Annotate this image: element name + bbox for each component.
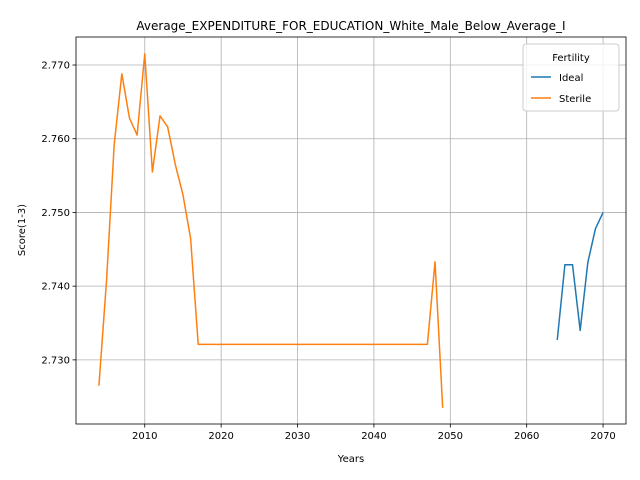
x-tick-label: 2040 <box>361 431 386 442</box>
x-tick-label: 2010 <box>132 431 157 442</box>
legend-label-sterile: Sterile <box>559 94 591 105</box>
x-tick-label: 2050 <box>438 431 463 442</box>
legend-label-ideal: Ideal <box>559 73 583 84</box>
y-tick-label: 2.750 <box>41 208 70 219</box>
y-tick-label: 2.760 <box>41 134 70 145</box>
ticks: 2010 2020 2030 2040 2050 2060 2070 2.730 2.740 2.… <box>41 61 615 442</box>
y-axis-label: Score(1-3) <box>17 204 28 256</box>
y-tick-label: 2.770 <box>41 61 70 72</box>
y-tick-label: 2.730 <box>41 355 70 366</box>
y-tick-label: 2.740 <box>41 282 70 293</box>
x-axis-label: Years <box>337 454 364 465</box>
x-tick-label: 2020 <box>208 431 233 442</box>
x-tick-label: 2070 <box>590 431 615 442</box>
chart-title: Average_EXPENDITURE_FOR_EDUCATION_White_… <box>136 19 565 33</box>
x-tick-label: 2030 <box>285 431 310 442</box>
series-line-ideal <box>556 212 604 341</box>
series-lines <box>98 53 604 408</box>
series-line-sterile <box>98 53 444 408</box>
legend-title: Fertility <box>552 53 590 64</box>
legend: Fertility Ideal Sterile <box>522 43 620 112</box>
grid <box>76 37 626 424</box>
legend-box <box>522 43 620 112</box>
x-tick-label: 2060 <box>514 431 539 442</box>
axes-frame <box>75 36 627 425</box>
